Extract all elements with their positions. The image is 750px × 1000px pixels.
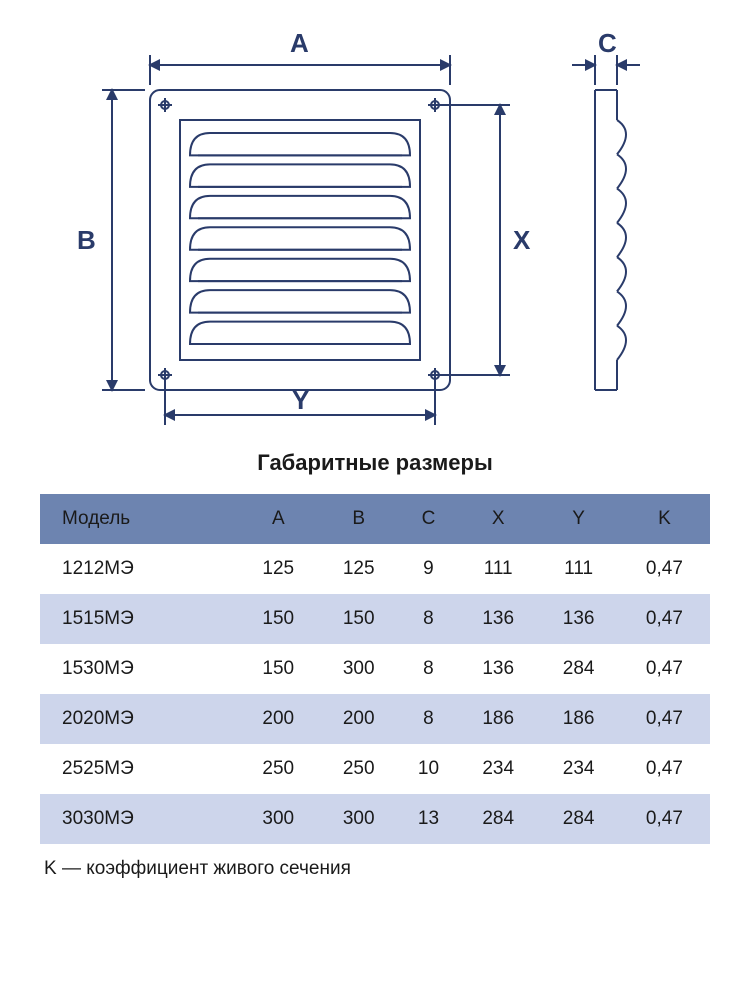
dimensions-table: МодельABCXYK 1212МЭ12512591111110,471515… (40, 494, 710, 844)
table-row: 1212МЭ12512591111110,47 (40, 544, 710, 594)
table-cell: 300 (238, 794, 318, 844)
table-cell: 125 (238, 544, 318, 594)
table-cell: 8 (399, 644, 458, 694)
table-cell: 186 (538, 694, 618, 744)
table-cell: 136 (458, 644, 538, 694)
table-cell: 234 (458, 744, 538, 794)
table-cell: 1515МЭ (40, 594, 238, 644)
table-cell: 200 (238, 694, 318, 744)
table-cell: 234 (538, 744, 618, 794)
table-cell: 250 (319, 744, 399, 794)
table-cell: 0,47 (619, 544, 710, 594)
technical-drawing: A B C X Y (40, 30, 710, 430)
table-cell: 125 (319, 544, 399, 594)
table-cell: 13 (399, 794, 458, 844)
table-row: 1515МЭ15015081361360,47 (40, 594, 710, 644)
table-col-3: C (399, 494, 458, 544)
table-cell: 150 (238, 644, 318, 694)
table-cell: 200 (319, 694, 399, 744)
dim-label-c: C (598, 28, 617, 59)
table-head: МодельABCXYK (40, 494, 710, 544)
footnote: K — коэффициент живого сечения (40, 858, 710, 880)
table-cell: 0,47 (619, 794, 710, 844)
table-body: 1212МЭ12512591111110,471515МЭ15015081361… (40, 544, 710, 844)
table-cell: 300 (319, 794, 399, 844)
table-col-1: A (238, 494, 318, 544)
dim-label-y: Y (292, 385, 309, 416)
table-col-5: Y (538, 494, 618, 544)
table-cell: 2020МЭ (40, 694, 238, 744)
table-cell: 150 (238, 594, 318, 644)
table-cell: 186 (458, 694, 538, 744)
table-cell: 300 (319, 644, 399, 694)
table-cell: 8 (399, 594, 458, 644)
table-cell: 136 (538, 594, 618, 644)
table-cell: 150 (319, 594, 399, 644)
table-cell: 284 (538, 644, 618, 694)
table-cell: 0,47 (619, 594, 710, 644)
table-col-0: Модель (40, 494, 238, 544)
table-cell: 0,47 (619, 744, 710, 794)
table-row: 1530МЭ15030081362840,47 (40, 644, 710, 694)
table-title: Габаритные размеры (40, 450, 710, 476)
table-cell: 8 (399, 694, 458, 744)
table-header-row: МодельABCXYK (40, 494, 710, 544)
table-row: 3030МЭ300300132842840,47 (40, 794, 710, 844)
table-cell: 3030МЭ (40, 794, 238, 844)
table-cell: 2525МЭ (40, 744, 238, 794)
drawing-svg (40, 30, 710, 430)
table-col-4: X (458, 494, 538, 544)
table-col-6: K (619, 494, 710, 544)
table-col-2: B (319, 494, 399, 544)
table-cell: 284 (458, 794, 538, 844)
table-cell: 10 (399, 744, 458, 794)
table-cell: 0,47 (619, 694, 710, 744)
table-cell: 284 (538, 794, 618, 844)
table-cell: 1212МЭ (40, 544, 238, 594)
table-cell: 111 (458, 544, 538, 594)
table-cell: 111 (538, 544, 618, 594)
table-cell: 250 (238, 744, 318, 794)
table-cell: 1530МЭ (40, 644, 238, 694)
table-cell: 136 (458, 594, 538, 644)
page: A B C X Y Габаритные размеры МодельABCXY… (0, 0, 750, 920)
table-row: 2020МЭ20020081861860,47 (40, 694, 710, 744)
dim-label-a: A (290, 28, 309, 59)
table-cell: 9 (399, 544, 458, 594)
table-cell: 0,47 (619, 644, 710, 694)
dim-label-b: B (77, 225, 96, 256)
table-row: 2525МЭ250250102342340,47 (40, 744, 710, 794)
dim-label-x: X (513, 225, 530, 256)
